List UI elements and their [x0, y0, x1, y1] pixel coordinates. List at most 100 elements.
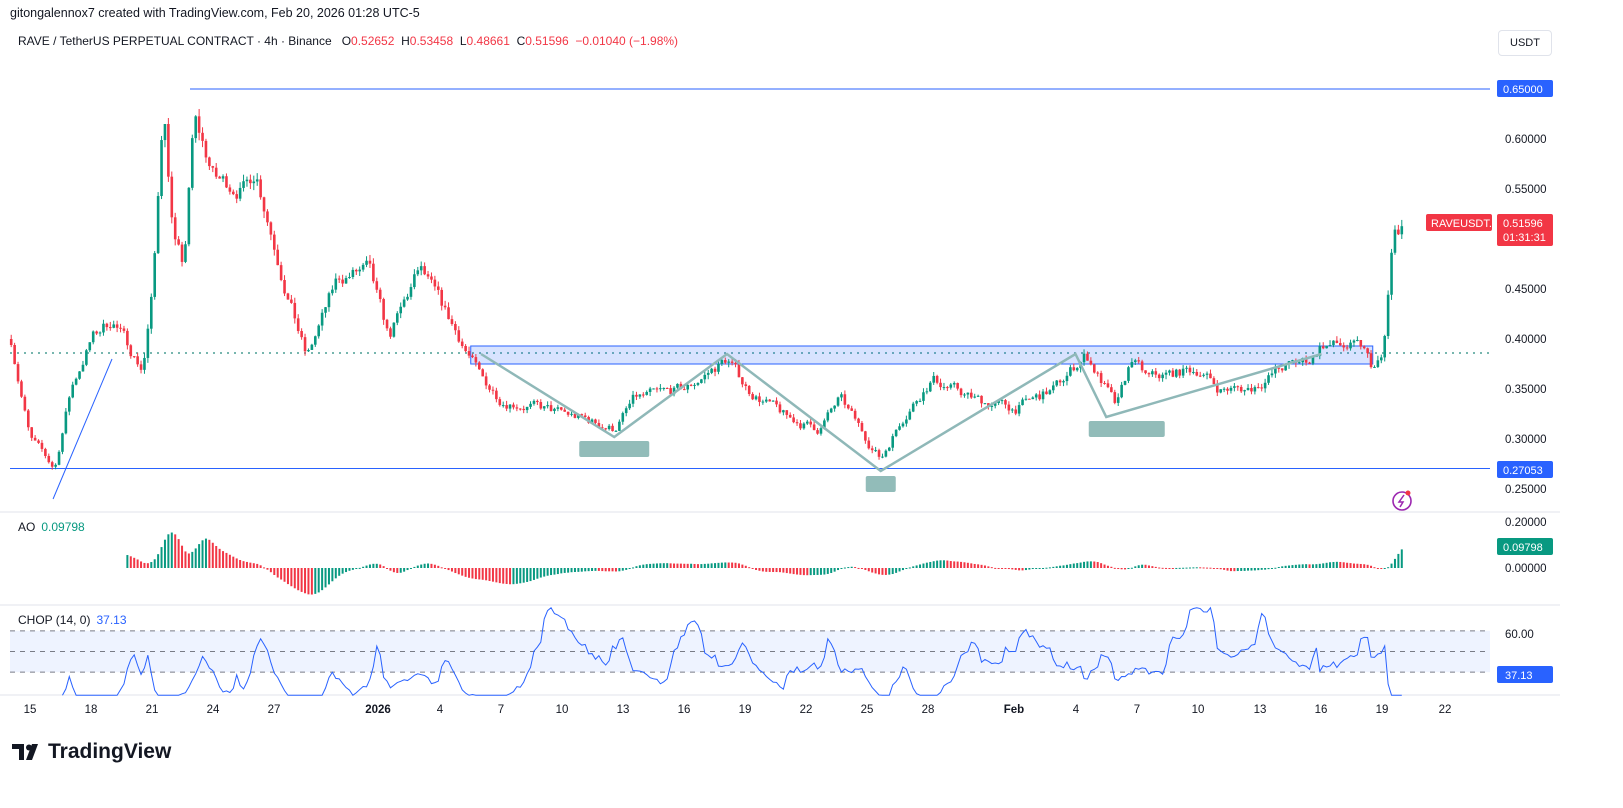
low-label: L: [459, 34, 467, 48]
ao-bar: [597, 568, 600, 571]
candle-body: [471, 355, 474, 358]
ao-bar: [925, 562, 928, 568]
ao-bar: [191, 551, 194, 568]
pattern-marker: [1088, 421, 1165, 437]
candle-body: [1222, 388, 1226, 390]
candle-body: [1393, 229, 1397, 253]
candle-body: [1096, 372, 1100, 374]
candle-body: [1239, 386, 1243, 392]
time-tick: 22: [1439, 704, 1452, 716]
ao-tick: 0.00000: [1505, 563, 1547, 575]
ao-bar: [837, 568, 840, 571]
ao-bar: [901, 568, 904, 571]
ao-bar: [1240, 568, 1243, 571]
candle-body: [269, 222, 273, 235]
candle-body: [1246, 387, 1250, 391]
candle-body: [751, 393, 754, 400]
ao-bar: [553, 568, 556, 575]
candle-body: [812, 424, 816, 431]
ao-bar: [201, 540, 204, 568]
ao-bar: [304, 568, 307, 594]
ao-bar: [1007, 568, 1010, 570]
price-tick: 0.40000: [1505, 334, 1547, 346]
candle-body: [1226, 388, 1229, 391]
ao-bar: [942, 560, 945, 568]
ao-bar: [1270, 568, 1273, 569]
candle-body: [1031, 397, 1035, 400]
candle-body: [795, 422, 799, 424]
candle-body: [126, 330, 129, 346]
alert-icon[interactable]: [1392, 490, 1412, 511]
candle-body: [905, 419, 908, 424]
candle-body: [1192, 371, 1195, 373]
time-tick: 4: [1073, 704, 1080, 716]
tradingview-logo-icon: [12, 744, 38, 760]
candle-body: [870, 448, 874, 451]
ao-bar: [420, 564, 423, 568]
candle-body: [1373, 366, 1376, 368]
ao-bar: [826, 568, 829, 574]
ao-bar: [560, 568, 563, 574]
ao-bar: [673, 563, 676, 568]
time-tick: 15: [24, 704, 37, 716]
tradingview-logo[interactable]: TradingView: [12, 740, 171, 764]
symbol-title[interactable]: RAVE / TetherUS PERPETUAL CONTRACT · 4h …: [18, 34, 332, 48]
ao-bar: [987, 566, 990, 568]
ao-bar: [1301, 564, 1304, 568]
candle-body: [320, 312, 324, 326]
ao-bar: [1233, 568, 1236, 572]
ao-bar: [703, 563, 706, 568]
ao-bar: [478, 568, 481, 580]
candle-body: [163, 123, 167, 141]
candle-body: [177, 239, 180, 245]
candle-body: [375, 281, 379, 290]
candle-body: [1041, 391, 1045, 400]
candle-body: [327, 293, 331, 308]
candle-body: [590, 419, 594, 423]
ao-bar: [1048, 567, 1051, 569]
chop-tick: 60.00: [1505, 629, 1534, 641]
candle-body: [78, 371, 81, 379]
ao-bar: [515, 568, 518, 584]
candle-body: [1386, 294, 1390, 337]
candle-body: [1116, 397, 1120, 403]
candle-body: [908, 411, 912, 420]
ao-legend[interactable]: AO 0.09798: [18, 520, 85, 534]
time-tick: 19: [739, 704, 752, 716]
candle-body: [433, 279, 437, 287]
ao-bar: [379, 564, 382, 568]
candle-body: [764, 399, 768, 402]
candle-body: [64, 411, 68, 434]
candle-body: [1277, 367, 1281, 369]
ao-bar: [225, 552, 228, 568]
ao-bar: [693, 563, 696, 568]
candle-body: [840, 394, 843, 398]
candle-body: [307, 349, 310, 352]
candle-body: [139, 364, 143, 370]
ao-bar: [584, 568, 587, 572]
ao-bar: [1281, 566, 1284, 568]
ao-bar: [994, 567, 997, 569]
ao-bar: [888, 568, 891, 575]
ao-bar: [266, 568, 269, 570]
high-value: 0.53458: [409, 34, 454, 48]
ao-bar: [963, 562, 966, 568]
ao-bar: [1001, 568, 1004, 569]
ao-bar: [259, 565, 262, 568]
ao-bar: [256, 563, 259, 568]
ao-bar: [833, 568, 836, 572]
candle-body: [1021, 399, 1024, 406]
ao-bar: [1134, 566, 1137, 568]
candle-body: [829, 408, 833, 413]
candle-body: [1181, 368, 1185, 376]
ao-bar: [577, 568, 580, 572]
ao-bar: [727, 562, 730, 568]
ao-bar: [1298, 564, 1301, 568]
time-tick: 16: [678, 704, 691, 716]
chop-legend[interactable]: CHOP (14, 0) 37.13: [18, 613, 127, 627]
ao-bar: [1011, 568, 1014, 570]
currency-button[interactable]: USDT: [1498, 30, 1552, 56]
ao-bar: [1110, 566, 1113, 568]
candle-body: [1133, 360, 1137, 363]
